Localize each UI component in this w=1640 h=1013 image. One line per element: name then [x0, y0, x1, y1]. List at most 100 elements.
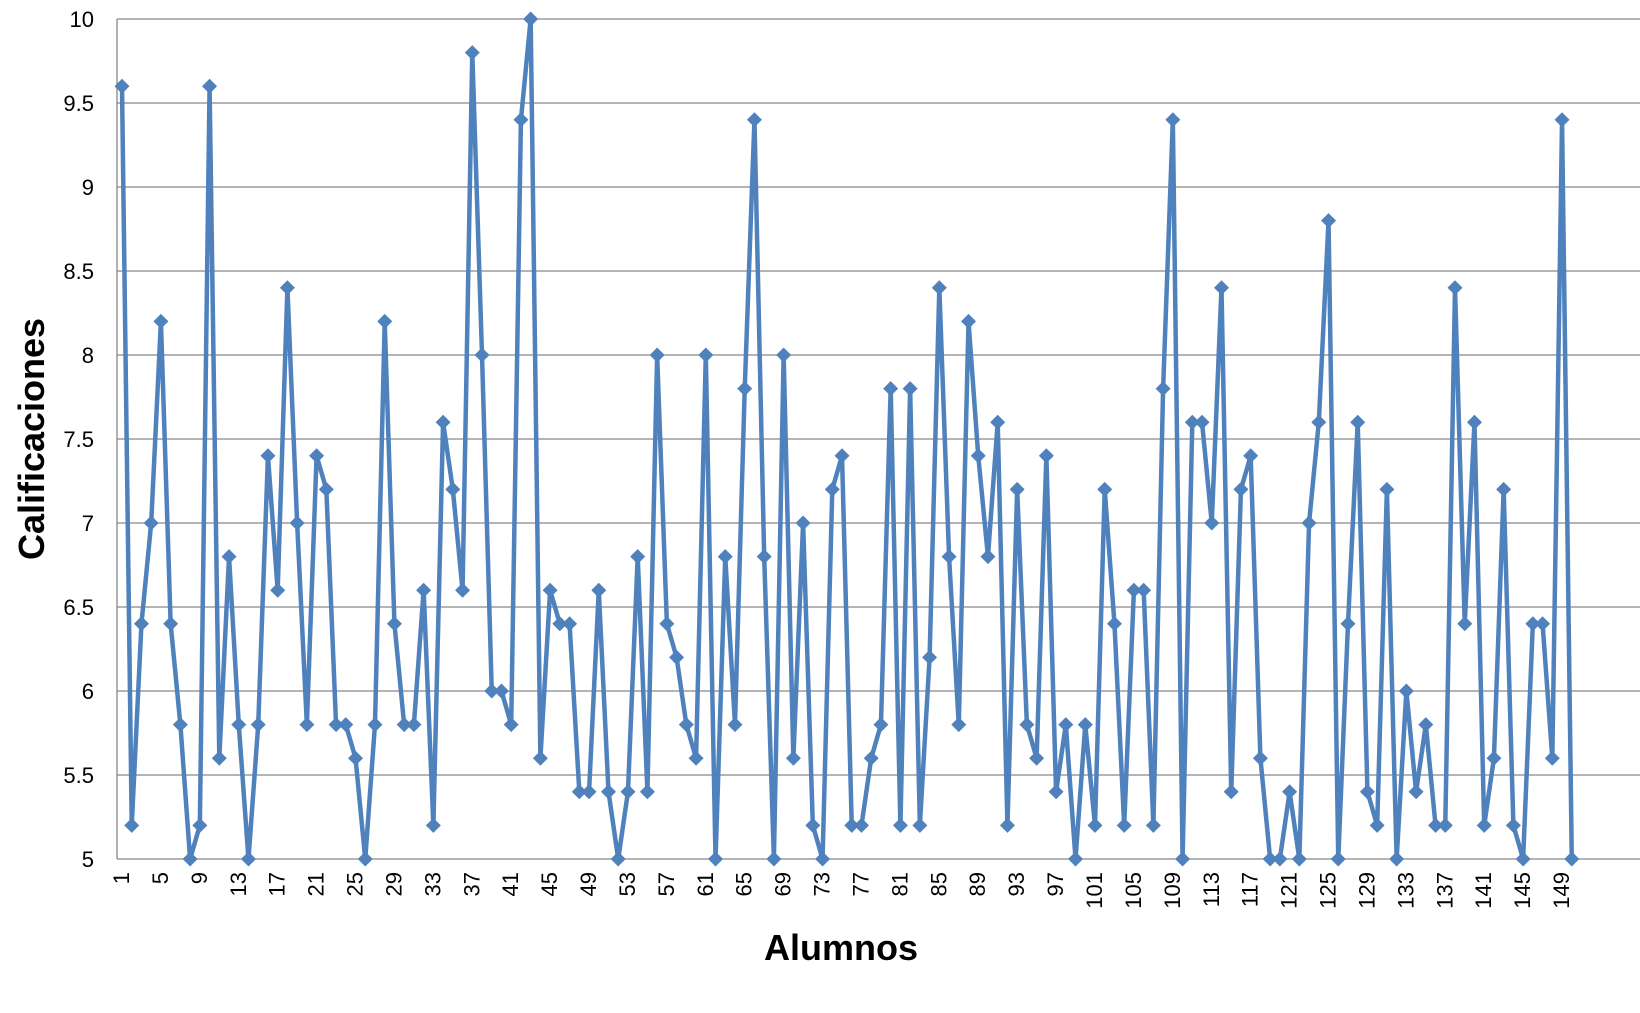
data-point [1311, 414, 1327, 430]
data-point [1233, 481, 1249, 497]
data-point [1447, 280, 1463, 296]
x-tick-label: 93 [1004, 872, 1029, 896]
x-tick-label: 49 [576, 872, 601, 896]
x-tick-label: 105 [1121, 872, 1146, 909]
data-point [425, 817, 441, 833]
data-point [231, 717, 247, 733]
data-point [1116, 817, 1132, 833]
data-point [1535, 616, 1551, 632]
y-tick-label: 9.5 [63, 91, 94, 116]
data-point [1204, 515, 1220, 531]
data-point [552, 616, 568, 632]
data-point [766, 851, 782, 867]
data-point [484, 683, 500, 699]
data-point [309, 448, 325, 464]
data-point [1428, 817, 1444, 833]
x-tick-label: 85 [926, 872, 951, 896]
x-tick-label: 17 [265, 872, 290, 896]
data-point [1554, 112, 1570, 128]
data-point [678, 717, 694, 733]
data-point [601, 784, 616, 800]
x-tick-label: 29 [381, 872, 406, 896]
data-point [260, 448, 276, 464]
data-point [1184, 414, 1200, 430]
data-point [1058, 717, 1074, 733]
data-point [1321, 213, 1337, 229]
data-point [1515, 851, 1531, 867]
data-point [746, 112, 762, 128]
data-point [1379, 481, 1395, 497]
data-point [1243, 448, 1259, 464]
data-point [416, 582, 432, 598]
data-point [1505, 817, 1521, 833]
data-point [396, 717, 412, 733]
data-point [844, 817, 860, 833]
data-point [785, 750, 801, 766]
x-tick-label: 97 [1043, 872, 1068, 896]
y-tick-labels: 5 5.5 6 6.5 7 7.5 8 8.5 9 9.5 10 [63, 7, 94, 872]
data-point [377, 313, 393, 329]
data-point [1330, 851, 1346, 867]
data-point [970, 448, 986, 464]
data-point [153, 313, 169, 329]
x-tick-label: 41 [498, 872, 523, 896]
x-tick-label: 61 [693, 872, 718, 896]
x-tick-label: 101 [1082, 872, 1107, 909]
x-tick-labels: 1 5 9 13 17 21 25 29 33 37 41 45 49 53 57 61 65 69 73 77 81 8… [109, 872, 1574, 909]
data-point [961, 313, 977, 329]
data-point [1126, 582, 1142, 598]
data-point [688, 750, 704, 766]
y-tick-label: 7.5 [63, 427, 94, 452]
data-point [532, 750, 548, 766]
data-point [1262, 851, 1278, 867]
data-point [367, 717, 383, 733]
data-point [1019, 717, 1035, 733]
x-tick-label: 25 [343, 872, 368, 896]
x-tick-label: 69 [771, 872, 796, 896]
data-point [756, 549, 772, 565]
data-point [620, 784, 636, 800]
data-point [542, 582, 558, 598]
data-point [591, 582, 607, 598]
data-point [406, 717, 422, 733]
data-point [737, 381, 753, 397]
x-tick-label: 141 [1471, 872, 1496, 909]
data-point [824, 481, 840, 497]
data-point [250, 717, 266, 733]
data-point [639, 784, 655, 800]
data-point [717, 549, 733, 565]
data-point [873, 717, 889, 733]
data-point [289, 515, 305, 531]
data-point [221, 549, 237, 565]
data-point [1282, 784, 1298, 800]
data-point [202, 78, 218, 94]
data-point [805, 817, 821, 833]
y-tick-label: 8.5 [63, 259, 94, 284]
x-tick-label: 37 [459, 872, 484, 896]
data-point [1466, 414, 1482, 430]
data-point [513, 112, 529, 128]
data-point [1457, 616, 1473, 632]
x-tick-label: 53 [615, 872, 640, 896]
y-tick-label: 9 [82, 175, 94, 200]
data-point [124, 817, 140, 833]
data-point [863, 750, 879, 766]
data-point [630, 549, 646, 565]
data-point [318, 481, 334, 497]
x-tick-label: 125 [1316, 872, 1341, 909]
data-point [348, 750, 364, 766]
series-group [114, 11, 1580, 867]
data-point [357, 851, 373, 867]
series-line [119, 16, 1575, 862]
data-point [581, 784, 597, 800]
data-point [727, 717, 743, 733]
data-point [1476, 817, 1492, 833]
data-point [649, 347, 665, 363]
data-point [445, 481, 461, 497]
data-point [1398, 683, 1414, 699]
y-tick-label: 7 [82, 511, 94, 536]
data-point [669, 649, 685, 665]
x-axis-title: Alumnos [764, 927, 918, 968]
data-point [328, 717, 344, 733]
